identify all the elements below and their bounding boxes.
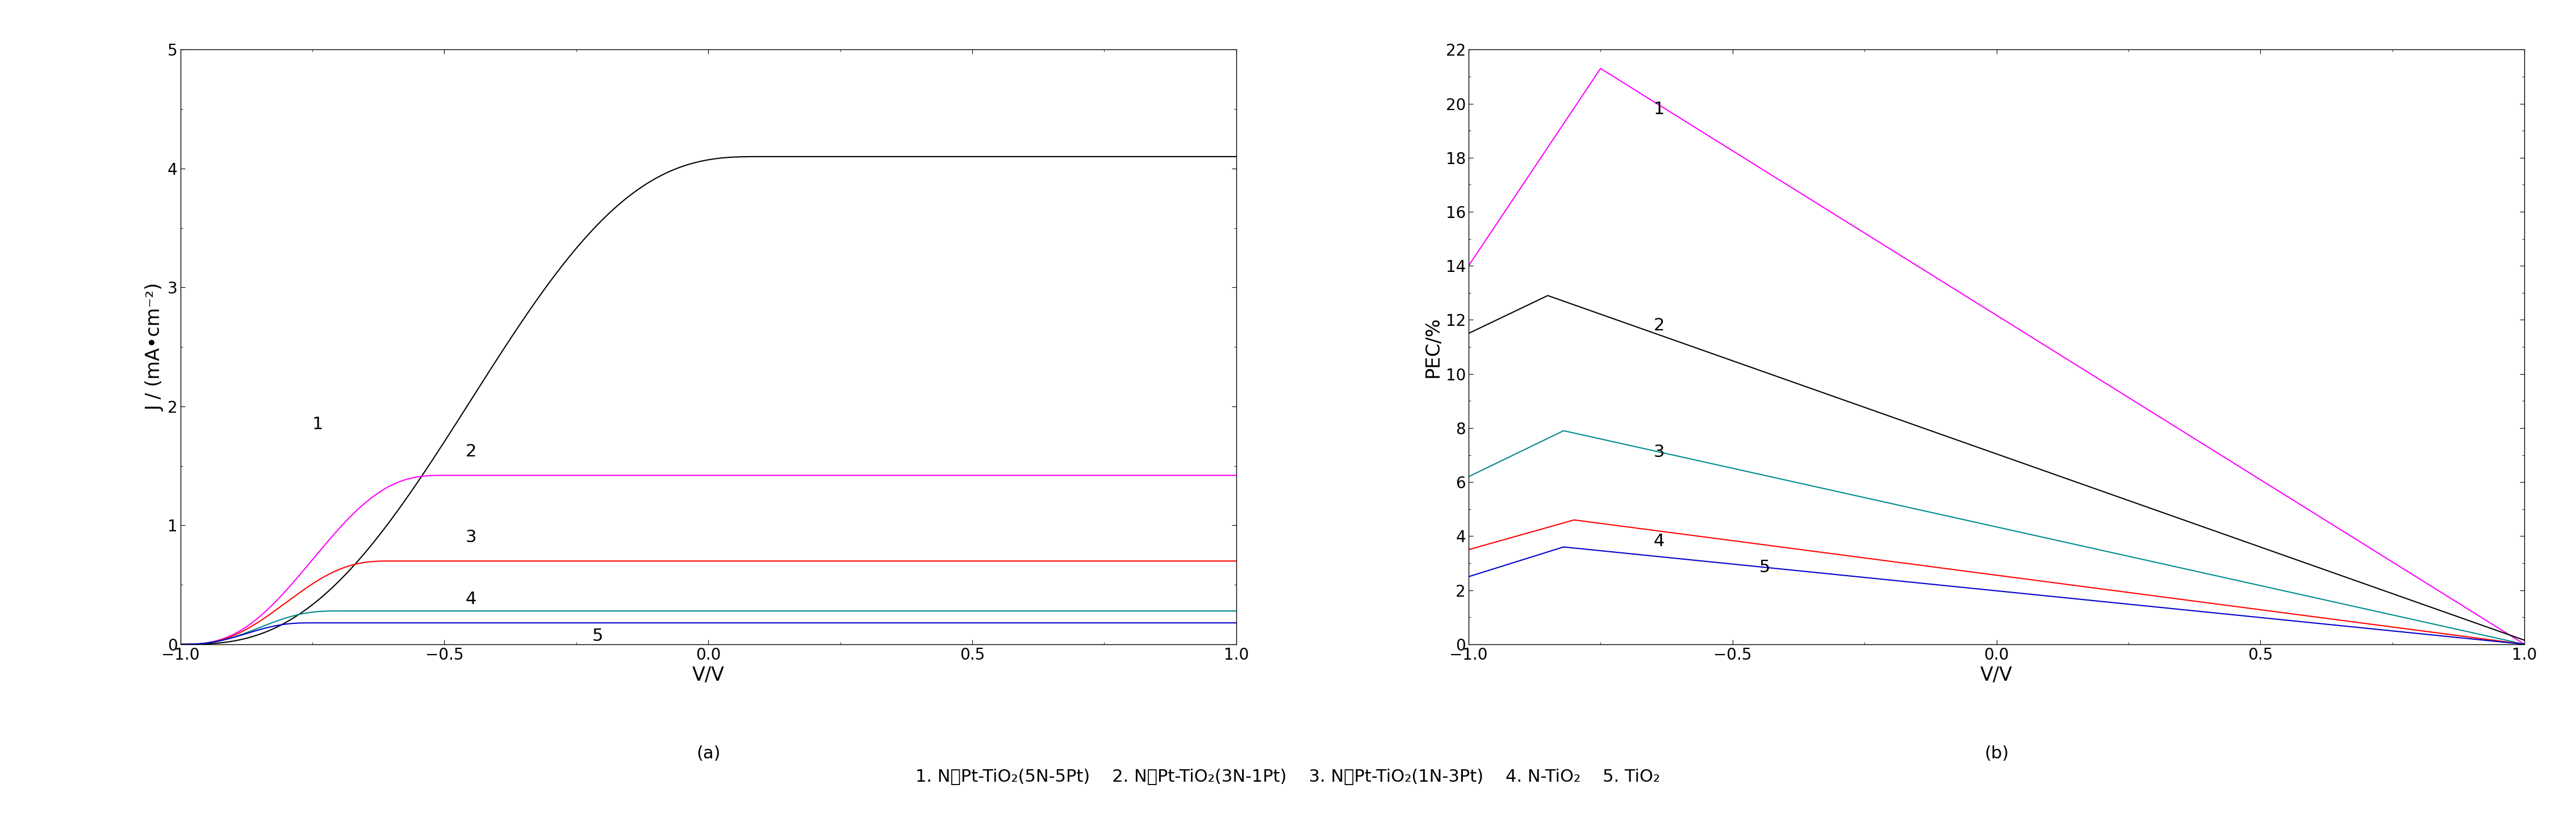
Text: 2: 2 xyxy=(1654,317,1664,334)
Text: 5: 5 xyxy=(592,628,603,644)
Text: 2: 2 xyxy=(466,444,477,460)
Text: 1: 1 xyxy=(312,416,325,433)
X-axis label: V/V: V/V xyxy=(693,666,724,685)
Text: 4: 4 xyxy=(466,591,477,607)
Text: 3: 3 xyxy=(1654,444,1664,461)
Y-axis label: PEC/%: PEC/% xyxy=(1425,316,1443,377)
Text: 1: 1 xyxy=(1654,101,1664,117)
X-axis label: V/V: V/V xyxy=(1981,666,2012,685)
Text: 1. N、Pt-TiO₂(5N-5Pt)    2. N、Pt-TiO₂(3N-1Pt)    3. N、Pt-TiO₂(1N-3Pt)    4. N-TiO: 1. N、Pt-TiO₂(5N-5Pt) 2. N、Pt-TiO₂(3N-1Pt… xyxy=(914,768,1662,785)
Text: 3: 3 xyxy=(466,529,477,545)
Text: (b): (b) xyxy=(1984,745,2009,762)
Text: (a): (a) xyxy=(696,745,721,762)
Text: 4: 4 xyxy=(1654,534,1664,550)
Text: 5: 5 xyxy=(1759,559,1770,576)
Y-axis label: J / (mA•cm⁻²): J / (mA•cm⁻²) xyxy=(147,283,165,411)
